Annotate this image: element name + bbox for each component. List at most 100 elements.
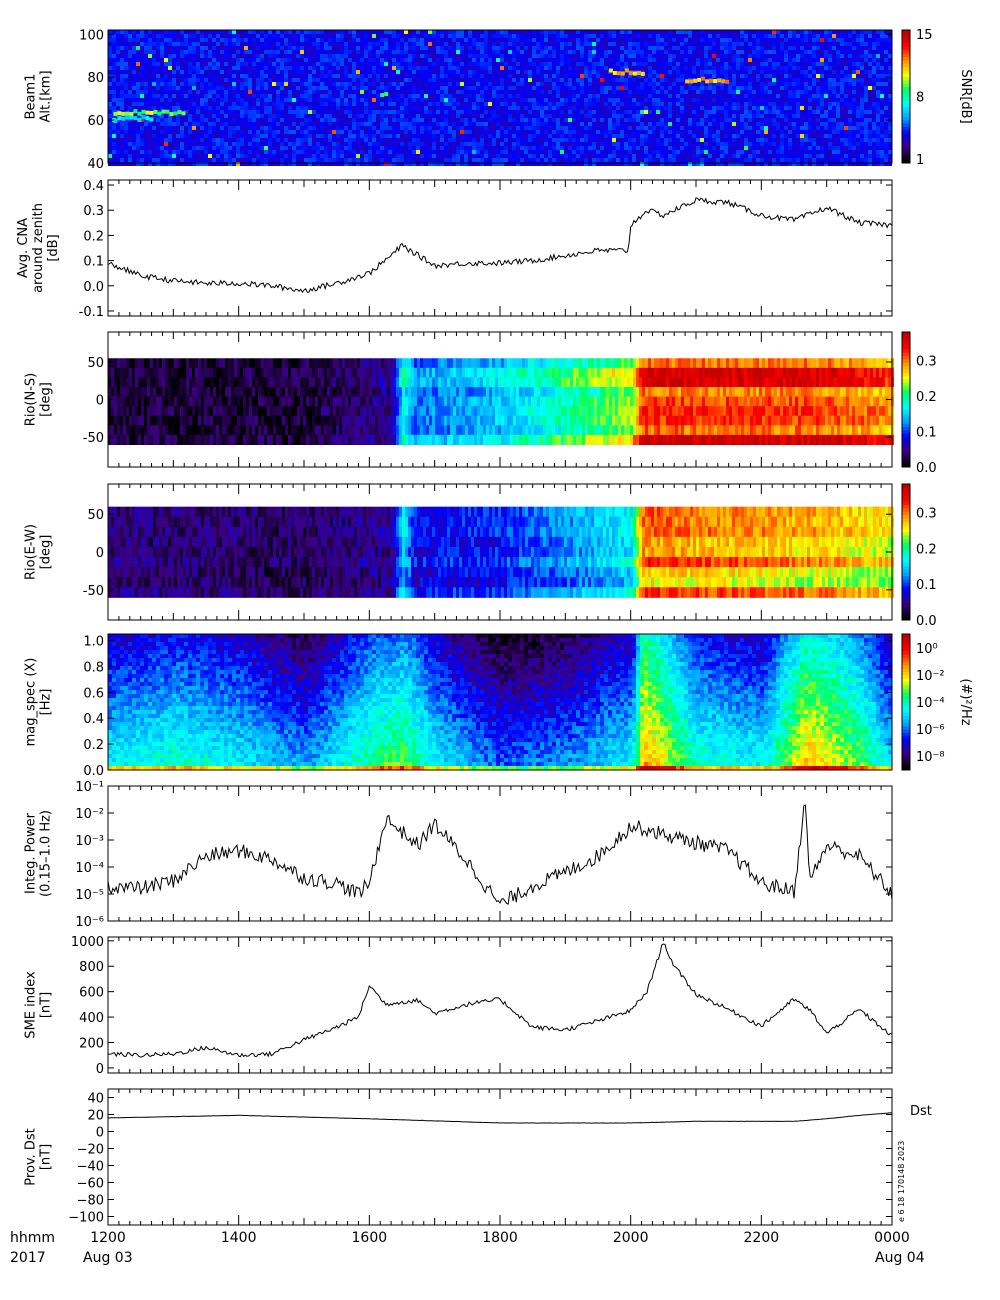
snr-cell	[428, 74, 432, 78]
snr-cell	[252, 134, 256, 138]
snr-cell	[236, 34, 240, 38]
snr-cell	[324, 134, 328, 138]
snr-cell	[496, 146, 500, 150]
snr-cell	[180, 142, 184, 146]
snr-cell	[440, 138, 444, 142]
snr-cell	[656, 102, 660, 106]
snr-cell	[392, 134, 396, 138]
snr-cell	[276, 134, 280, 138]
snr-cell	[420, 54, 424, 58]
snr-cell	[352, 106, 356, 110]
snr-cell	[508, 102, 512, 106]
snr-cell	[588, 142, 592, 146]
snr-cell	[268, 38, 272, 42]
snr-cell	[316, 78, 320, 82]
snr-cell	[388, 118, 392, 122]
snr-cell	[644, 110, 648, 114]
snr-cell	[512, 142, 516, 146]
snr-cell	[196, 134, 200, 138]
snr-cell	[664, 74, 668, 78]
snr-cell	[500, 106, 504, 110]
snr-cell	[376, 58, 380, 62]
snr-cell	[216, 62, 220, 66]
snr-cell	[520, 122, 524, 126]
snr-cell	[232, 110, 236, 114]
snr-cell	[268, 50, 272, 54]
snr-cell	[536, 62, 540, 66]
snr-cell	[336, 62, 340, 66]
snr-cell	[308, 110, 312, 114]
snr-cell	[340, 142, 344, 146]
snr-cell	[288, 50, 292, 54]
snr-cell	[196, 58, 200, 62]
snr-cell	[684, 70, 688, 74]
snr-cell	[496, 98, 500, 102]
snr-cell	[468, 54, 472, 58]
snr-cell	[164, 38, 168, 42]
snr-cell	[592, 110, 596, 114]
snr-cell	[348, 122, 352, 126]
snr-cell	[352, 122, 356, 126]
snr-cell	[448, 38, 452, 42]
snr-cell	[544, 62, 548, 66]
snr-cell	[328, 162, 332, 166]
snr-cell	[516, 134, 520, 138]
snr-cell	[252, 90, 256, 94]
snr-cell	[508, 130, 512, 134]
snr-cell	[264, 38, 268, 42]
snr-cell	[588, 150, 592, 154]
snr-cell	[168, 118, 172, 122]
snr-cell	[484, 82, 488, 86]
snr-cell	[260, 94, 264, 98]
snr-cell	[312, 102, 316, 106]
snr-cell	[396, 134, 400, 138]
snr-cell	[124, 90, 128, 94]
snr-cell	[284, 142, 288, 146]
snr-cell	[188, 158, 192, 162]
snr-cell	[496, 134, 500, 138]
snr-cell	[592, 38, 596, 42]
snr-cell	[216, 46, 220, 50]
snr-cell	[256, 82, 260, 86]
snr-cell	[132, 78, 136, 82]
snr-cell	[280, 122, 284, 126]
snr-cell	[660, 146, 664, 150]
snr-cell	[352, 58, 356, 62]
snr-cell	[352, 38, 356, 42]
snr-cell	[108, 130, 112, 134]
snr-cell	[372, 38, 376, 42]
snr-cell	[488, 54, 492, 58]
snr-cell	[428, 42, 432, 46]
snr-cell	[536, 30, 540, 34]
snr-cell	[396, 150, 400, 154]
snr-cell	[108, 46, 112, 50]
snr-cell	[240, 122, 244, 126]
snr-cell	[548, 62, 552, 66]
snr-cell	[280, 66, 284, 70]
snr-cell	[480, 126, 484, 130]
snr-cell	[536, 42, 540, 46]
snr-cell	[236, 30, 240, 34]
snr-cell	[556, 78, 560, 82]
snr-cell	[112, 130, 116, 134]
snr-cell	[336, 146, 340, 150]
snr-cell	[260, 102, 264, 106]
snr-cell	[276, 110, 280, 114]
snr-cell	[364, 58, 368, 62]
snr-cell	[692, 154, 696, 158]
snr-cell	[164, 54, 168, 58]
snr-cell	[332, 54, 336, 58]
snr-cell	[224, 114, 228, 118]
snr-cell	[240, 102, 244, 106]
snr-cell	[228, 46, 232, 50]
snr-cell	[620, 30, 624, 34]
snr-cell	[404, 138, 408, 142]
snr-cell	[116, 138, 120, 142]
snr-cell	[200, 142, 204, 146]
snr-cell	[336, 94, 340, 98]
snr-cell	[328, 102, 332, 106]
snr-cell	[396, 94, 400, 98]
snr-cell	[208, 114, 212, 118]
snr-cell	[304, 82, 308, 86]
snr-cell	[332, 126, 336, 130]
